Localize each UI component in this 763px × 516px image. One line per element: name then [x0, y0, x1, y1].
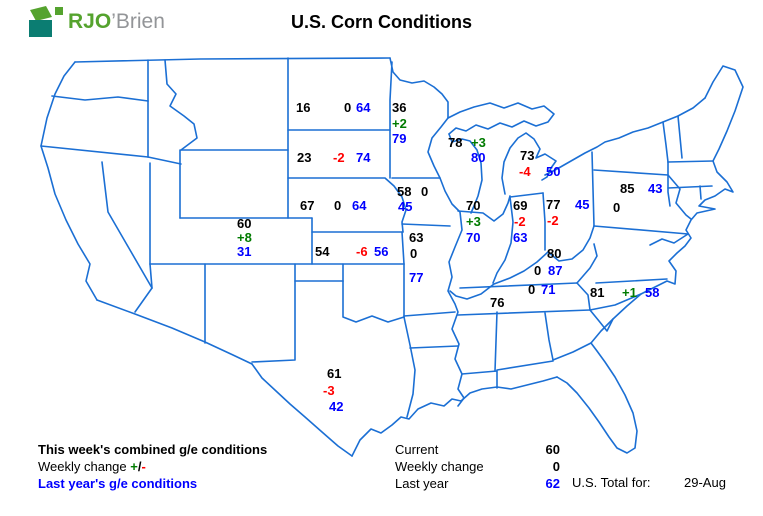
state-value: 0 [421, 184, 429, 199]
state-value: 76 [490, 295, 505, 310]
state-value: 77 [409, 270, 424, 285]
summary-value: 60 [545, 442, 560, 457]
state-value: -2 [333, 150, 345, 165]
state-value: 80 [471, 150, 486, 165]
state-value: 61 [327, 366, 342, 381]
state-value: 58 [397, 184, 412, 199]
state-value: 60 [237, 216, 252, 231]
rjobrien-logo-icon [29, 6, 63, 37]
slash-symbol: / [137, 459, 142, 474]
state-value: 74 [356, 150, 371, 165]
map-legend: This week's combined g/e conditions Week… [38, 441, 267, 492]
state-value: 79 [392, 131, 407, 146]
state-value: -2 [514, 214, 526, 229]
state-value: 42 [329, 399, 344, 414]
state-value: 31 [237, 244, 252, 259]
state-value: +3 [466, 214, 481, 229]
state-value: 54 [315, 244, 330, 259]
state-value: +8 [237, 230, 252, 245]
summary-value: 0 [552, 459, 560, 474]
state-value: +3 [471, 135, 486, 150]
page-title: U.S. Corn Conditions [291, 12, 472, 32]
legend-lastyear-line: Last year's g/e conditions [38, 476, 198, 491]
state-value: 16 [296, 100, 311, 115]
state-value: 56 [374, 244, 389, 259]
state-value: 23 [297, 150, 312, 165]
state-value: 50 [546, 164, 561, 179]
state-value: 45 [398, 199, 413, 214]
summary-label: Weekly change [395, 459, 484, 474]
state-value: 63 [513, 230, 528, 245]
legend-change-line: Weekly change +/- [38, 459, 146, 474]
state-value: 71 [541, 282, 556, 297]
minus-symbol: - [141, 459, 146, 474]
state-value: 64 [356, 100, 371, 115]
state-value: 77 [546, 197, 561, 212]
state-value: 43 [648, 181, 663, 196]
summary-label: Last year [395, 476, 449, 491]
state-value: 45 [575, 197, 590, 212]
summary-row: Last year 62 [395, 475, 560, 492]
plus-symbol: + [130, 459, 138, 474]
us-total-date: 29-Aug [684, 475, 726, 490]
state-value: 0 [344, 100, 352, 115]
us-total-label: U.S. Total for: [572, 475, 651, 490]
state-value: 0 [534, 263, 542, 278]
state-value: -4 [519, 164, 531, 179]
state-value: 69 [513, 198, 528, 213]
rjobrien-logo: RJO’Brien [29, 6, 165, 38]
state-value: -3 [323, 383, 335, 398]
state-value: +1 [622, 285, 637, 300]
summary-value: 62 [545, 476, 560, 491]
state-value: 67 [300, 198, 315, 213]
summary-row: Current 60 [395, 441, 560, 458]
state-value: 58 [645, 285, 660, 300]
summary-label: Current [395, 442, 439, 457]
state-value: -6 [356, 244, 368, 259]
state-value: 0 [613, 200, 621, 215]
state-value: 87 [548, 263, 563, 278]
state-value: +2 [392, 116, 407, 131]
state-value: 85 [620, 181, 635, 196]
state-value: 70 [466, 230, 481, 245]
rjobrien-logo-text: RJO’Brien [68, 10, 165, 33]
legend-current-line: This week's combined g/e conditions [38, 442, 268, 457]
state-value: 78 [448, 135, 463, 150]
state-value: 0 [528, 282, 536, 297]
state-value: 81 [590, 285, 605, 300]
state-value: 0 [334, 198, 342, 213]
state-value: 80 [547, 246, 562, 261]
state-value: -2 [547, 213, 559, 228]
state-value: 36 [392, 100, 407, 115]
state-value: 64 [352, 198, 367, 213]
state-value: 0 [410, 246, 418, 261]
state-value: 70 [466, 198, 481, 213]
state-value: 73 [520, 148, 535, 163]
state-borders [40, 57, 744, 457]
summary-row: Weekly change 0 [395, 458, 560, 475]
state-value: 63 [409, 230, 424, 245]
